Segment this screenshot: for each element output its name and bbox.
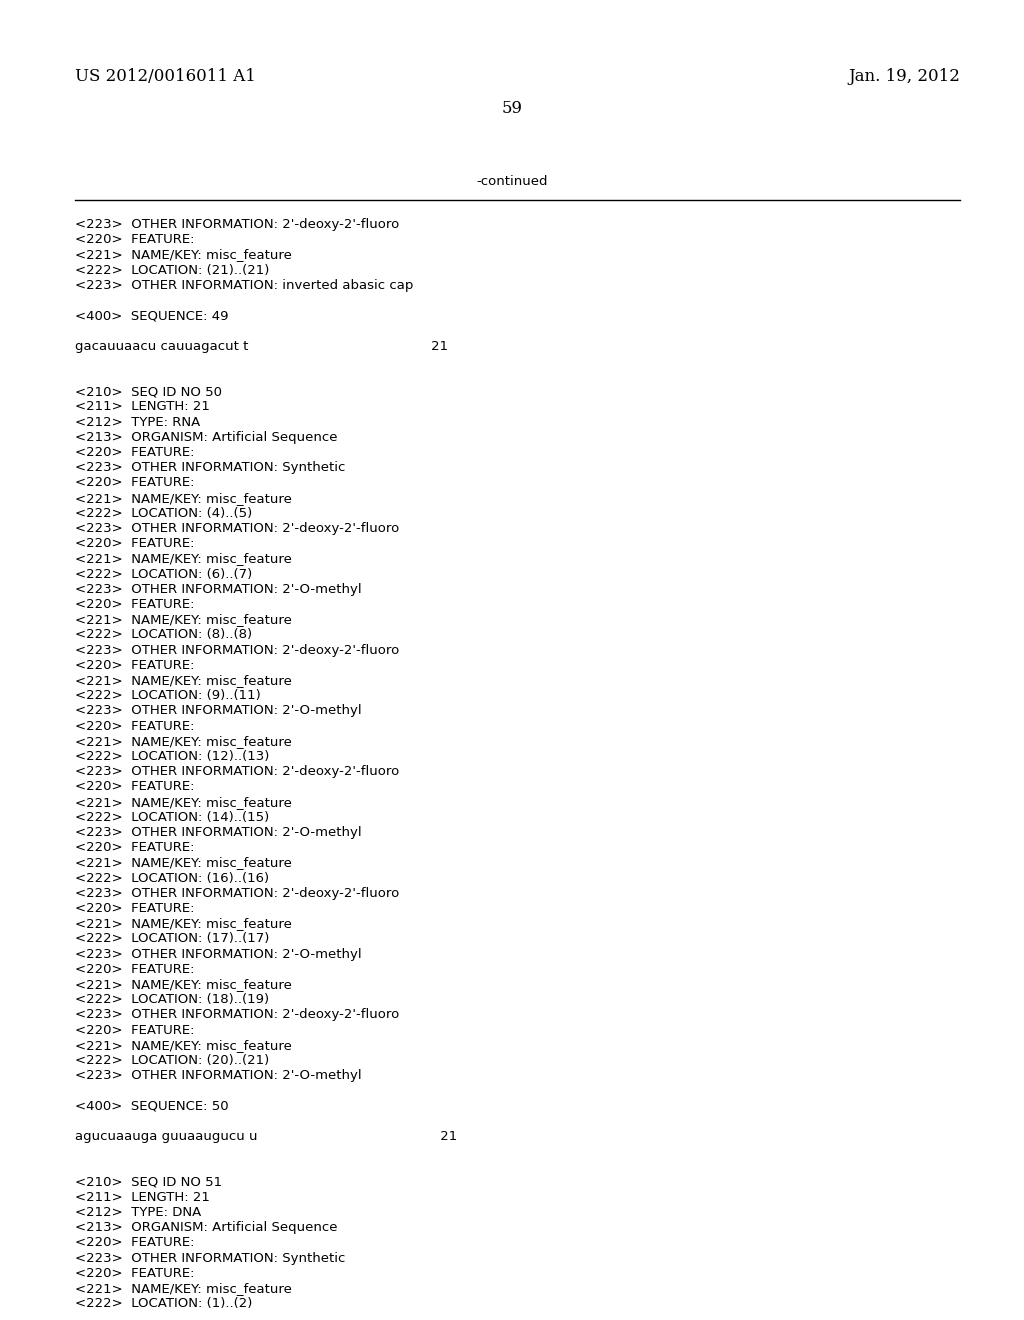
Text: <222>  LOCATION: (12)..(13): <222> LOCATION: (12)..(13)	[75, 750, 269, 763]
Text: <221>  NAME/KEY: misc_feature: <221> NAME/KEY: misc_feature	[75, 1039, 292, 1052]
Text: <223>  OTHER INFORMATION: inverted abasic cap: <223> OTHER INFORMATION: inverted abasic…	[75, 279, 414, 292]
Text: <222>  LOCATION: (1)..(2): <222> LOCATION: (1)..(2)	[75, 1298, 252, 1311]
Text: <223>  OTHER INFORMATION: 2'-O-methyl: <223> OTHER INFORMATION: 2'-O-methyl	[75, 1069, 361, 1082]
Text: <222>  LOCATION: (17)..(17): <222> LOCATION: (17)..(17)	[75, 932, 269, 945]
Text: <220>  FEATURE:: <220> FEATURE:	[75, 902, 195, 915]
Text: <222>  LOCATION: (20)..(21): <222> LOCATION: (20)..(21)	[75, 1053, 269, 1067]
Text: <223>  OTHER INFORMATION: Synthetic: <223> OTHER INFORMATION: Synthetic	[75, 461, 345, 474]
Text: <221>  NAME/KEY: misc_feature: <221> NAME/KEY: misc_feature	[75, 735, 292, 748]
Text: US 2012/0016011 A1: US 2012/0016011 A1	[75, 69, 256, 84]
Text: <223>  OTHER INFORMATION: 2'-O-methyl: <223> OTHER INFORMATION: 2'-O-methyl	[75, 705, 361, 717]
Text: <223>  OTHER INFORMATION: 2'-deoxy-2'-fluoro: <223> OTHER INFORMATION: 2'-deoxy-2'-flu…	[75, 887, 399, 900]
Text: <223>  OTHER INFORMATION: 2'-O-methyl: <223> OTHER INFORMATION: 2'-O-methyl	[75, 948, 361, 961]
Text: <220>  FEATURE:: <220> FEATURE:	[75, 719, 195, 733]
Text: <220>  FEATURE:: <220> FEATURE:	[75, 1237, 195, 1250]
Text: <222>  LOCATION: (6)..(7): <222> LOCATION: (6)..(7)	[75, 568, 252, 581]
Text: <223>  OTHER INFORMATION: 2'-deoxy-2'-fluoro: <223> OTHER INFORMATION: 2'-deoxy-2'-flu…	[75, 1008, 399, 1022]
Text: <400>  SEQUENCE: 50: <400> SEQUENCE: 50	[75, 1100, 228, 1113]
Text: <220>  FEATURE:: <220> FEATURE:	[75, 1267, 195, 1280]
Text: <221>  NAME/KEY: misc_feature: <221> NAME/KEY: misc_feature	[75, 614, 292, 626]
Text: <213>  ORGANISM: Artificial Sequence: <213> ORGANISM: Artificial Sequence	[75, 1221, 338, 1234]
Text: 59: 59	[502, 100, 522, 117]
Text: <222>  LOCATION: (4)..(5): <222> LOCATION: (4)..(5)	[75, 507, 252, 520]
Text: <223>  OTHER INFORMATION: 2'-O-methyl: <223> OTHER INFORMATION: 2'-O-methyl	[75, 583, 361, 595]
Text: <222>  LOCATION: (21)..(21): <222> LOCATION: (21)..(21)	[75, 264, 269, 277]
Text: <220>  FEATURE:: <220> FEATURE:	[75, 1023, 195, 1036]
Text: <210>  SEQ ID NO 50: <210> SEQ ID NO 50	[75, 385, 222, 399]
Text: Jan. 19, 2012: Jan. 19, 2012	[848, 69, 961, 84]
Text: <221>  NAME/KEY: misc_feature: <221> NAME/KEY: misc_feature	[75, 675, 292, 686]
Text: <221>  NAME/KEY: misc_feature: <221> NAME/KEY: misc_feature	[75, 796, 292, 809]
Text: <220>  FEATURE:: <220> FEATURE:	[75, 841, 195, 854]
Text: <223>  OTHER INFORMATION: 2'-deoxy-2'-fluoro: <223> OTHER INFORMATION: 2'-deoxy-2'-flu…	[75, 766, 399, 779]
Text: agucuaauga guuaaugucu u                                           21: agucuaauga guuaaugucu u 21	[75, 1130, 458, 1143]
Text: <221>  NAME/KEY: misc_feature: <221> NAME/KEY: misc_feature	[75, 917, 292, 931]
Text: <400>  SEQUENCE: 49: <400> SEQUENCE: 49	[75, 309, 228, 322]
Text: <222>  LOCATION: (16)..(16): <222> LOCATION: (16)..(16)	[75, 871, 269, 884]
Text: <220>  FEATURE:: <220> FEATURE:	[75, 598, 195, 611]
Text: <223>  OTHER INFORMATION: 2'-deoxy-2'-fluoro: <223> OTHER INFORMATION: 2'-deoxy-2'-flu…	[75, 521, 399, 535]
Text: <222>  LOCATION: (8)..(8): <222> LOCATION: (8)..(8)	[75, 628, 252, 642]
Text: <220>  FEATURE:: <220> FEATURE:	[75, 962, 195, 975]
Text: gacauuaacu cauuagacut t                                           21: gacauuaacu cauuagacut t 21	[75, 339, 449, 352]
Text: <220>  FEATURE:: <220> FEATURE:	[75, 477, 195, 490]
Text: <222>  LOCATION: (14)..(15): <222> LOCATION: (14)..(15)	[75, 810, 269, 824]
Text: <213>  ORGANISM: Artificial Sequence: <213> ORGANISM: Artificial Sequence	[75, 430, 338, 444]
Text: <220>  FEATURE:: <220> FEATURE:	[75, 659, 195, 672]
Text: <223>  OTHER INFORMATION: 2'-deoxy-2'-fluoro: <223> OTHER INFORMATION: 2'-deoxy-2'-flu…	[75, 218, 399, 231]
Text: <220>  FEATURE:: <220> FEATURE:	[75, 537, 195, 550]
Text: <221>  NAME/KEY: misc_feature: <221> NAME/KEY: misc_feature	[75, 978, 292, 991]
Text: <210>  SEQ ID NO 51: <210> SEQ ID NO 51	[75, 1176, 222, 1188]
Text: <221>  NAME/KEY: misc_feature: <221> NAME/KEY: misc_feature	[75, 248, 292, 261]
Text: <220>  FEATURE:: <220> FEATURE:	[75, 780, 195, 793]
Text: <223>  OTHER INFORMATION: 2'-O-methyl: <223> OTHER INFORMATION: 2'-O-methyl	[75, 826, 361, 840]
Text: <221>  NAME/KEY: misc_feature: <221> NAME/KEY: misc_feature	[75, 491, 292, 504]
Text: <212>  TYPE: DNA: <212> TYPE: DNA	[75, 1206, 202, 1218]
Text: <221>  NAME/KEY: misc_feature: <221> NAME/KEY: misc_feature	[75, 552, 292, 565]
Text: <220>  FEATURE:: <220> FEATURE:	[75, 234, 195, 247]
Text: <211>  LENGTH: 21: <211> LENGTH: 21	[75, 400, 210, 413]
Text: <221>  NAME/KEY: misc_feature: <221> NAME/KEY: misc_feature	[75, 1282, 292, 1295]
Text: -continued: -continued	[476, 176, 548, 187]
Text: <221>  NAME/KEY: misc_feature: <221> NAME/KEY: misc_feature	[75, 857, 292, 870]
Text: <223>  OTHER INFORMATION: 2'-deoxy-2'-fluoro: <223> OTHER INFORMATION: 2'-deoxy-2'-flu…	[75, 644, 399, 656]
Text: <223>  OTHER INFORMATION: Synthetic: <223> OTHER INFORMATION: Synthetic	[75, 1251, 345, 1265]
Text: <220>  FEATURE:: <220> FEATURE:	[75, 446, 195, 459]
Text: <212>  TYPE: RNA: <212> TYPE: RNA	[75, 416, 201, 429]
Text: <222>  LOCATION: (18)..(19): <222> LOCATION: (18)..(19)	[75, 993, 269, 1006]
Text: <211>  LENGTH: 21: <211> LENGTH: 21	[75, 1191, 210, 1204]
Text: <222>  LOCATION: (9)..(11): <222> LOCATION: (9)..(11)	[75, 689, 261, 702]
